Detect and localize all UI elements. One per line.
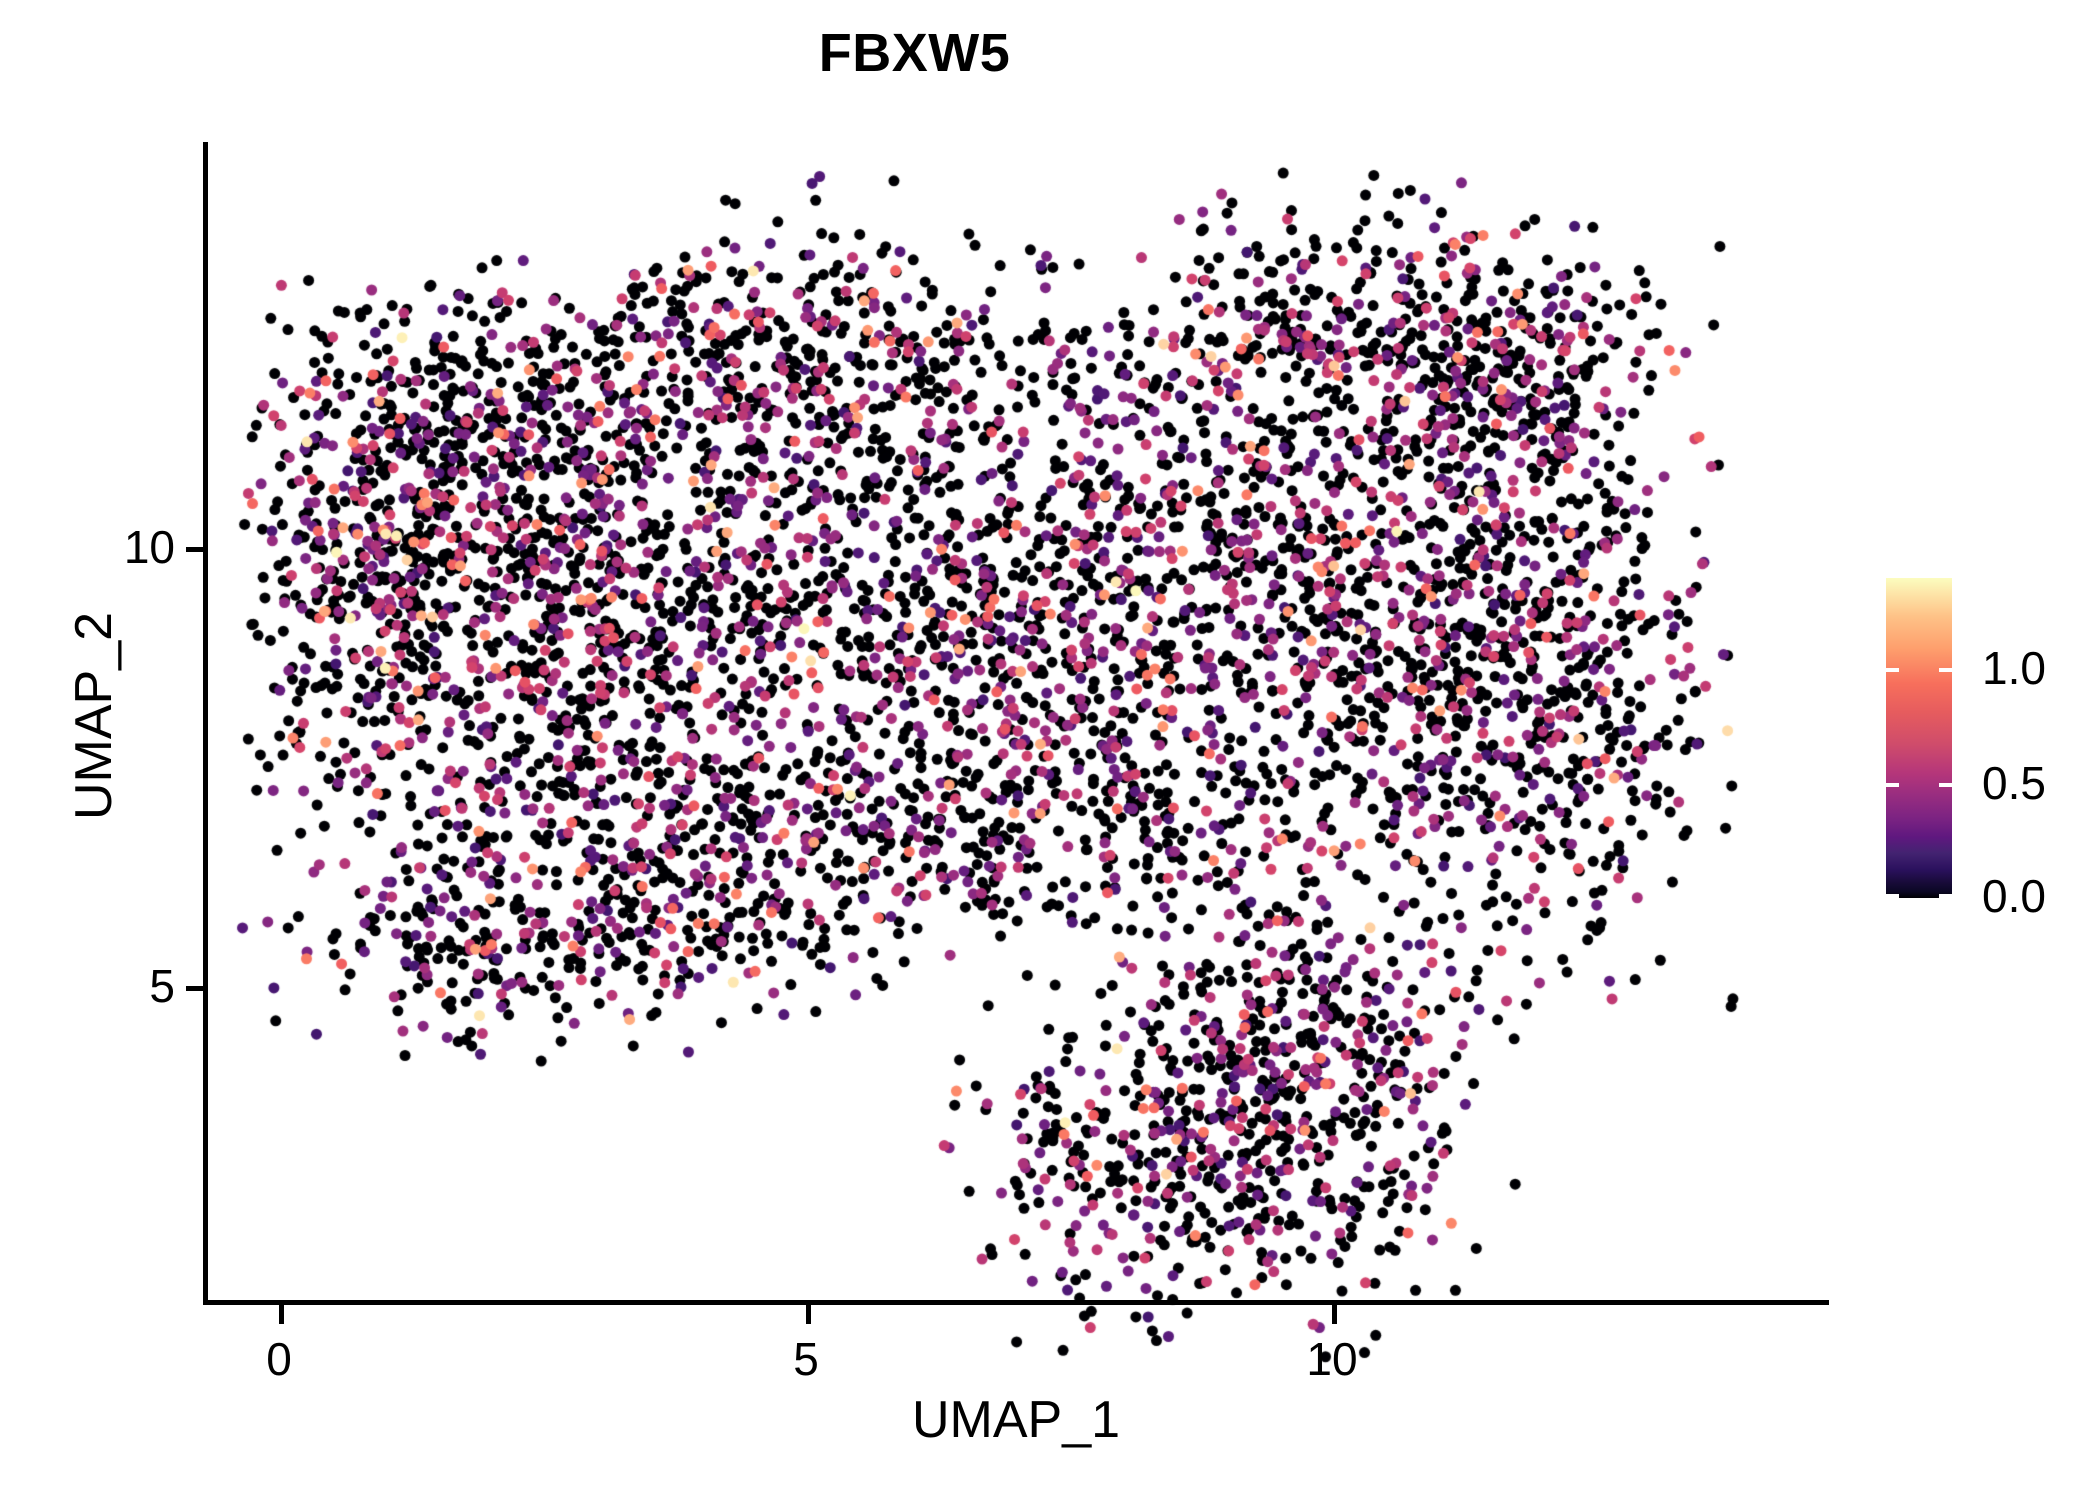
colorbar-tick-00-right — [1939, 894, 1952, 898]
colorbar-label-0-0: 0.0 — [1982, 870, 2046, 922]
colorbar-label-1-0: 1.0 — [1982, 642, 2046, 694]
color-legend: 1.0 0.5 0.0 — [1886, 578, 2086, 922]
x-tick-mark-10 — [1332, 1305, 1337, 1324]
x-axis-title: UMAP_1 — [911, 1391, 1121, 1449]
x-tick-mark-5 — [806, 1305, 811, 1324]
y-tick-mark-10 — [186, 547, 205, 552]
x-tick-label-5: 5 — [793, 1333, 819, 1385]
y-tick-label-10: 10 — [123, 521, 175, 573]
colorbar-tick-1-left — [1886, 668, 1899, 672]
colorbar-tick-1-right — [1939, 668, 1952, 672]
colorbar-tick-05-left — [1886, 783, 1899, 787]
x-tick-label-0: 0 — [266, 1333, 292, 1385]
x-tick-mark-0 — [279, 1305, 284, 1324]
colorbar-tick-05-right — [1939, 783, 1952, 787]
y-tick-mark-5 — [186, 986, 205, 991]
colorbar-tick-00-left — [1886, 894, 1899, 898]
x-axis-line — [203, 1300, 1829, 1305]
colorbar-label-0-5: 0.5 — [1982, 757, 2046, 809]
colorbar-gradient — [1886, 578, 1952, 898]
y-axis-title: UMAP_2 — [65, 611, 123, 821]
y-tick-label-5: 5 — [149, 960, 175, 1012]
y-axis-line — [203, 142, 208, 1305]
x-tick-label-10: 10 — [1306, 1333, 1358, 1385]
